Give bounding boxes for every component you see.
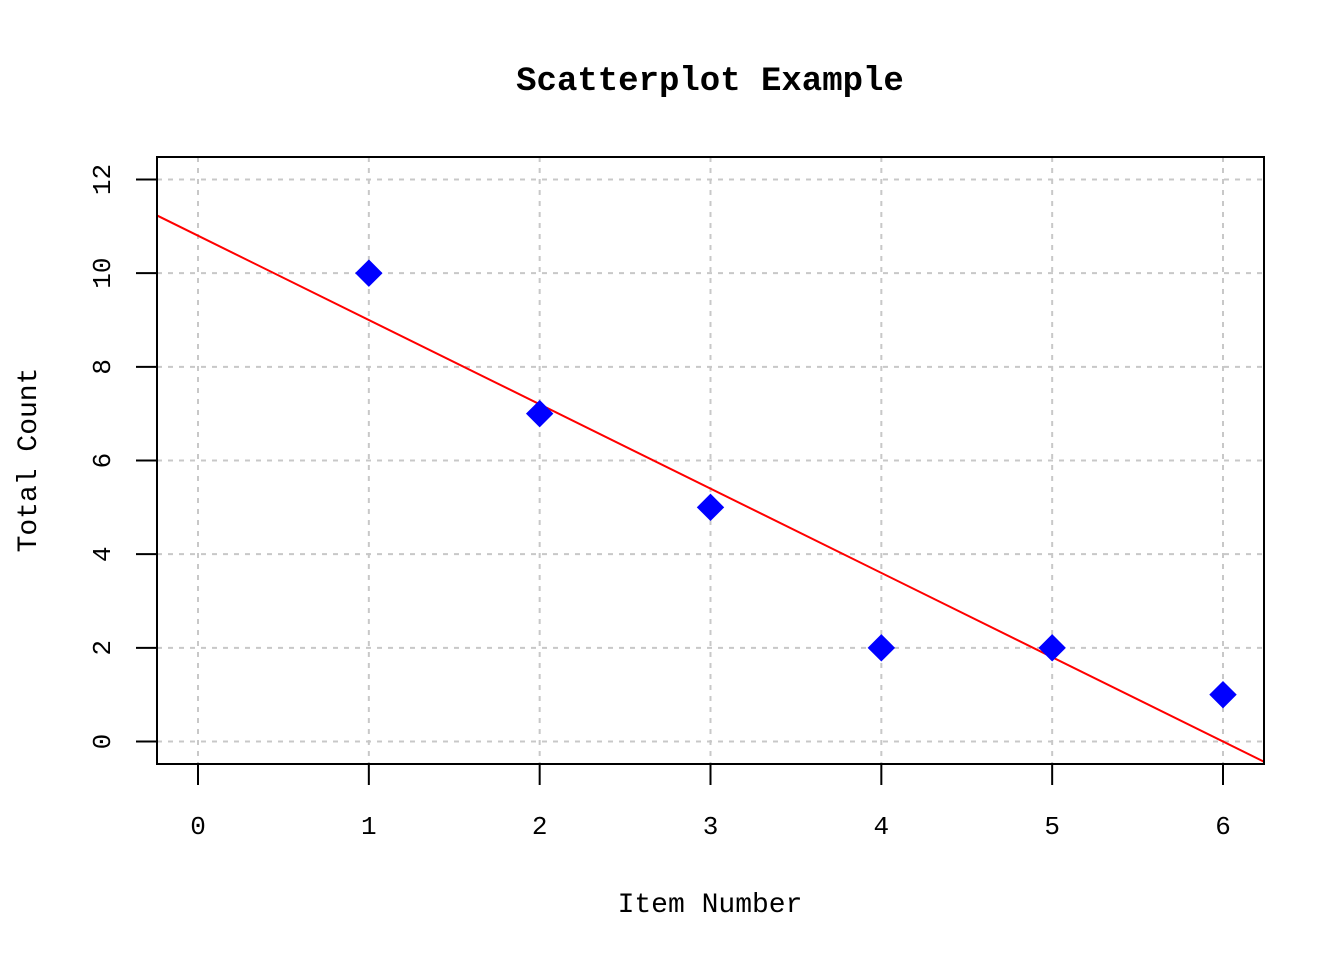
data-point-5 xyxy=(1038,634,1066,662)
grid-layer xyxy=(157,157,1264,764)
y-tick-label: 8 xyxy=(88,359,118,375)
y-tick-label: 6 xyxy=(88,453,118,469)
regression-line-layer xyxy=(157,214,1264,763)
x-tick-label: 4 xyxy=(874,812,890,842)
y-tick-label: 4 xyxy=(88,546,118,562)
chart-title: Scatterplot Example xyxy=(516,63,904,101)
y-tick-label: 2 xyxy=(88,640,118,656)
x-tick-label: 6 xyxy=(1215,812,1231,842)
x-tick-label: 2 xyxy=(532,812,548,842)
x-tick-label: 0 xyxy=(190,812,206,842)
x-tick-label: 3 xyxy=(703,812,719,842)
regression-line xyxy=(157,214,1264,763)
y-tick-label: 10 xyxy=(88,258,118,289)
x-tick-label: 1 xyxy=(361,812,377,842)
x-axis-label: Item Number xyxy=(618,890,803,921)
x-tick-label: 5 xyxy=(1044,812,1060,842)
data-point-2 xyxy=(525,399,554,428)
y-tick-label: 0 xyxy=(88,734,118,750)
y-tick-label: 12 xyxy=(88,164,118,195)
data-point-6 xyxy=(1209,680,1237,709)
data-point-1 xyxy=(355,259,383,287)
data-point-4 xyxy=(867,634,896,662)
y-axis-label: Total Count xyxy=(14,368,45,553)
data-points-layer xyxy=(355,259,1237,709)
data-point-3 xyxy=(696,493,725,522)
